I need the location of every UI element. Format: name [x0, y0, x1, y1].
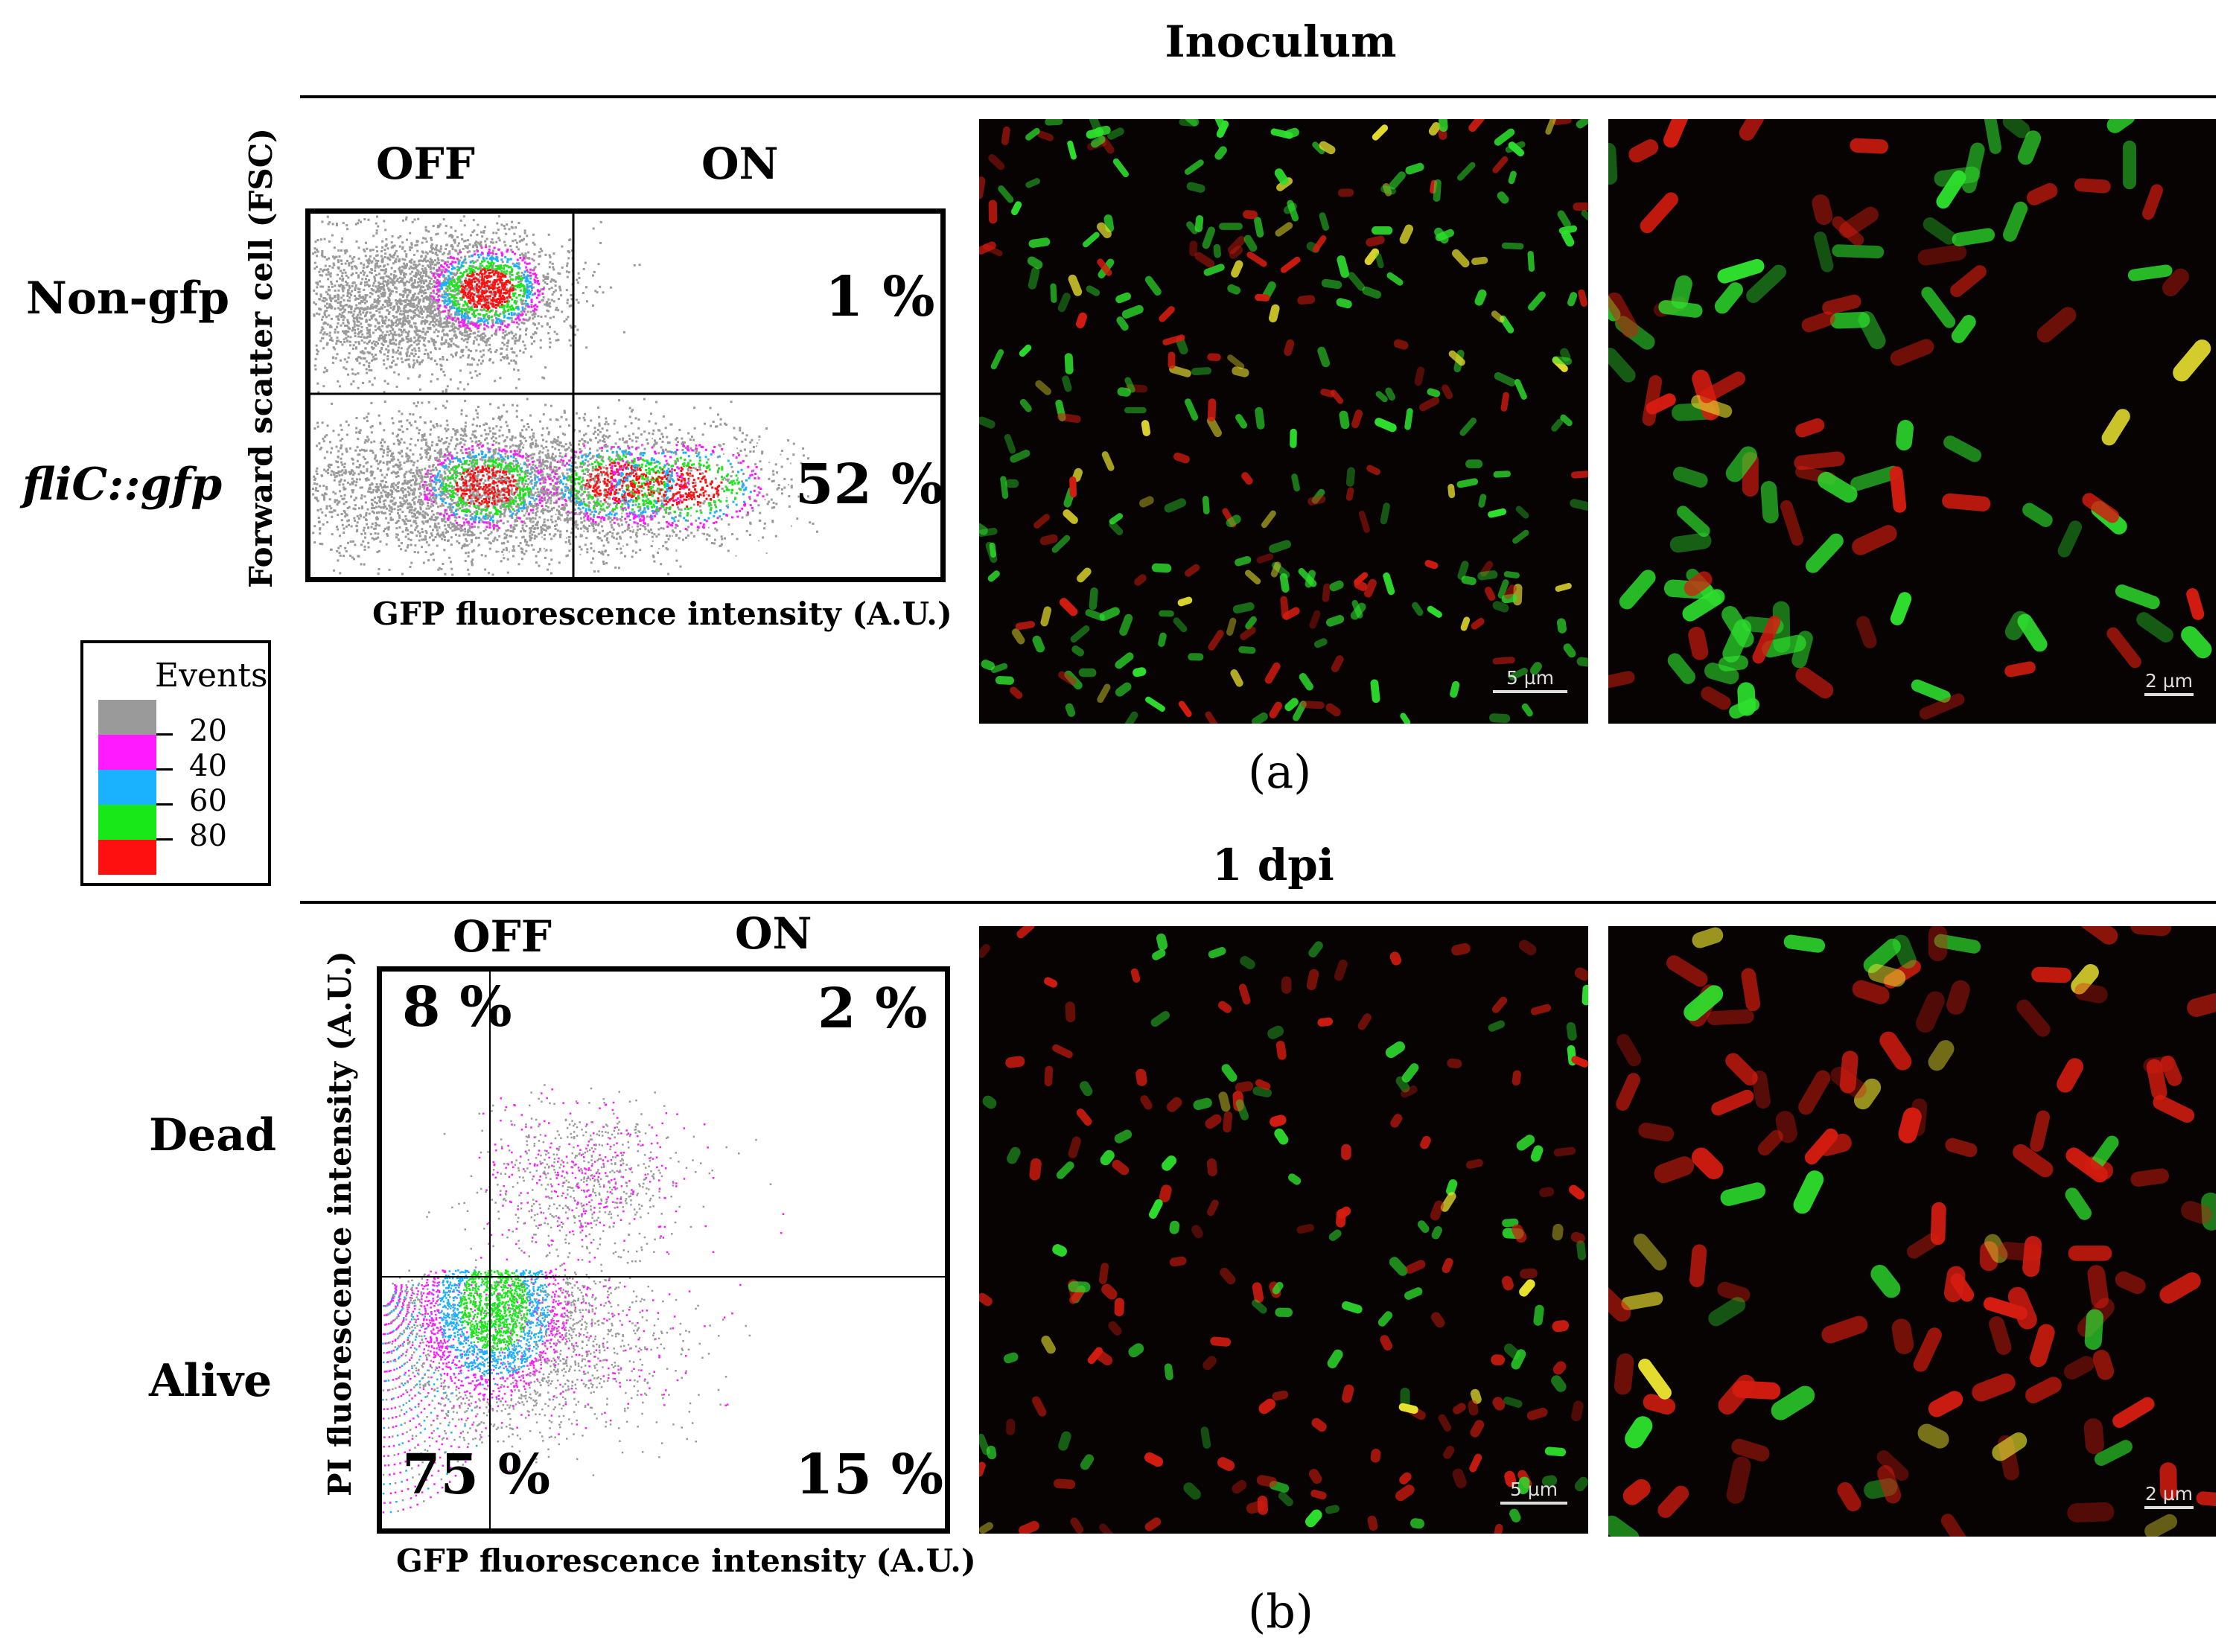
bottom-flow-plot: [377, 966, 950, 1534]
scale-label: 5 µm: [1509, 1479, 1558, 1500]
legend-swatch-magenta: [98, 735, 156, 770]
top-on-label: ON: [701, 138, 779, 189]
legend-swatch-green: [98, 805, 156, 840]
bottom-flow-density-plot: [382, 972, 945, 1528]
bottom-on-label: ON: [735, 908, 812, 959]
legend-tick-label-60: 60: [189, 784, 227, 818]
bottom-y-axis-label: PI fluorescence intensity (A.U.): [322, 951, 358, 1496]
one-dpi-heading: 1 dpi: [1212, 840, 1334, 890]
one-dpi-micrograph-right: 2 µm: [1608, 926, 2216, 1537]
scale-label: 2 µm: [2144, 670, 2194, 692]
top-flow-density-plot: [310, 214, 940, 577]
top-row2-percent: 52 %: [795, 453, 944, 517]
bacteria-cells: [979, 926, 1588, 1534]
inoculum-micrograph-left: 5 µm: [979, 119, 1588, 724]
q-on-alive-percent: 15 %: [795, 1443, 944, 1507]
q-off-alive-percent: 75 %: [402, 1443, 551, 1507]
scale-label: 2 µm: [2144, 1483, 2194, 1505]
panel-letter-b: (b): [1248, 1584, 1314, 1639]
panel-letter-a: (a): [1248, 744, 1312, 799]
bacteria-cells: [1608, 926, 2216, 1537]
top-density-points: [312, 215, 849, 576]
top-y-axis-label: Forward scatter cell (FSC): [243, 127, 279, 588]
legend-tick: [156, 733, 173, 736]
bacteria-cells: [979, 119, 1588, 724]
row-label-non-gfp: Non-gfp: [26, 272, 230, 325]
scale-bar-5um-bottom: 5 µm: [1500, 1479, 1567, 1505]
legend-title: Events: [155, 657, 268, 695]
legend-tick-label-40: 40: [189, 749, 227, 783]
events-legend: Events 20 40 60 80: [80, 640, 271, 886]
top-x-axis-label: GFP fluorescence intensity (A.U.): [372, 596, 952, 632]
legend-tick-label-80: 80: [189, 819, 227, 853]
top-off-label: OFF: [376, 138, 475, 189]
inoculum-divider: [300, 95, 2216, 98]
legend-tick-label-20: 20: [189, 714, 227, 748]
scale-bar-2um-bottom: 2 µm: [2144, 1483, 2194, 1509]
legend-tick: [156, 768, 173, 771]
bottom-density-points: [382, 1084, 785, 1514]
q-off-dead-percent: 8 %: [402, 975, 512, 1039]
top-flow-plot: [305, 208, 946, 582]
legend-swatch-gray: [98, 700, 156, 735]
bacteria-cells: [1608, 119, 2212, 720]
legend-tick: [156, 803, 173, 806]
inoculum-micrograph-right: 2 µm: [1608, 119, 2216, 724]
one-dpi-divider: [300, 901, 2216, 904]
scale-bar-5um-top: 5 µm: [1493, 667, 1567, 693]
q-on-dead-percent: 2 %: [818, 977, 928, 1041]
bottom-x-axis-label: GFP fluorescence intensity (A.U.): [396, 1543, 976, 1579]
row-label-flic-gfp: fliC::gfp: [22, 459, 223, 511]
row-label-alive: Alive: [149, 1355, 273, 1407]
top-row1-percent: 1 %: [825, 265, 935, 329]
bottom-off-label: OFF: [453, 911, 552, 962]
legend-swatch-red: [98, 840, 156, 875]
row-label-dead: Dead: [149, 1109, 277, 1161]
legend-swatch-cyan: [98, 770, 156, 805]
inoculum-heading: Inoculum: [1165, 16, 1397, 67]
one-dpi-micrograph-left: 5 µm: [979, 926, 1588, 1534]
scale-label: 5 µm: [1506, 667, 1555, 689]
scale-bar-2um-top: 2 µm: [2144, 670, 2194, 696]
legend-tick: [156, 838, 173, 841]
